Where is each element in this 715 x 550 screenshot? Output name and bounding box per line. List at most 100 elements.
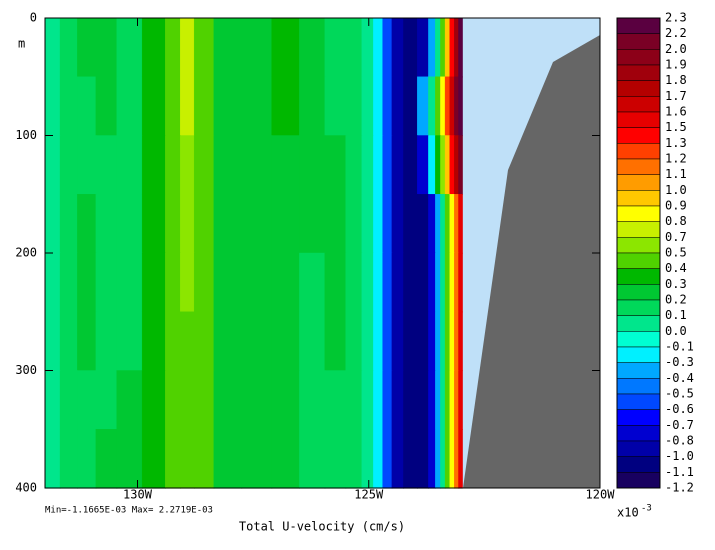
contour-cell [449,194,455,254]
colorbar-swatch [616,284,661,301]
y-tick-label: 200 [15,246,37,260]
contour-cell [193,194,215,254]
contour-cell [449,429,455,489]
contour-cell [345,429,363,489]
contour-cell [299,370,326,430]
contour-cell [193,429,215,489]
contour-cell [403,429,418,489]
contour-cell [454,135,460,195]
contour-cell [324,370,347,430]
contour-cell [44,311,61,372]
contour-cell [382,194,393,254]
y-tick-label: 300 [15,363,37,377]
contour-cell [213,370,243,430]
contour-cell [345,76,363,137]
colorbar-swatch [616,190,661,207]
contour-cell [141,429,166,489]
contour-cell [428,252,436,313]
contour-cell [299,429,326,489]
contour-cell [299,311,326,372]
contour-cell [116,135,143,195]
contour-cell [435,76,442,137]
colorbar-tick-label: -0.8 [665,434,694,448]
colorbar-tick-label: 0.3 [665,277,687,291]
contour-cell [271,429,300,489]
contour-cell [444,135,451,195]
contour-cell [449,370,455,430]
contour-cell [361,429,374,489]
colorbar-tick-label: 0.5 [665,246,687,260]
contour-cell [345,17,363,78]
land [463,35,600,488]
contour-cell [299,194,326,254]
contour-cell [165,429,181,489]
contour-cell [180,194,195,254]
contour-cell [324,311,347,372]
contour-cell [403,370,418,430]
contour-cell [454,311,460,372]
contour-cell [345,252,363,313]
contour-cell [435,311,442,372]
contour-cell [299,135,326,195]
contour-cell [403,311,418,372]
contour-cell [165,194,181,254]
contour-cell [440,194,446,254]
contour-cell [444,429,451,489]
colorbar-swatch [616,315,661,332]
contour-cell [95,429,118,489]
colorbar-tick-label: 1.8 [665,73,687,87]
contour-cell [458,194,463,254]
contour-cell [345,135,363,195]
contour-cell [44,252,61,313]
colorbar-tick-label: -0.5 [665,387,694,401]
contour-cell [373,252,384,313]
contour-cell [373,135,384,195]
contour-cell [458,135,463,195]
contour-cell [213,252,243,313]
contour-cell [391,76,405,137]
contour-cell [241,76,273,137]
contour-cell [444,252,451,313]
contour-cell [391,311,405,372]
contour-cell [382,429,393,489]
contour-cell [77,76,97,137]
contour-cell [165,370,181,430]
contour-cell [417,370,430,430]
contour-cell [444,311,451,372]
contour-cell [213,429,243,489]
contour-cell [454,370,460,430]
contour-cell [435,17,442,78]
contour-cell [454,252,460,313]
contour-cell [213,76,243,137]
contour-cell [271,194,300,254]
contour-cell [391,252,405,313]
contour-cell [403,194,418,254]
contour-cell [361,370,374,430]
contour-cell [141,194,166,254]
contour-cell [141,252,166,313]
colorbar-swatch [616,174,661,191]
contour-cell [440,252,446,313]
contour-cell [382,311,393,372]
colorbar-tick-label: 0.1 [665,308,687,322]
contour-cell [324,194,347,254]
contour-cell [116,252,143,313]
contour-cell [444,370,451,430]
colorbar-swatch [616,456,661,473]
contour-cell [435,370,442,430]
colorbar-tick-label: 0.4 [665,261,687,275]
contour-cell [435,252,442,313]
contour-cell [361,76,374,137]
contour-cell [458,311,463,372]
colorbar-tick-label: 0.2 [665,293,687,307]
contour-cell [116,17,143,78]
contour-cell [417,17,430,78]
colorbar-tick-label: 1.3 [665,136,687,150]
contour-cell [180,429,195,489]
contour-cell [417,311,430,372]
colorbar-swatch [616,393,661,410]
colorbar-scale-exponent: -3 [641,504,652,514]
contour-cell [241,429,273,489]
contour-cell [299,252,326,313]
